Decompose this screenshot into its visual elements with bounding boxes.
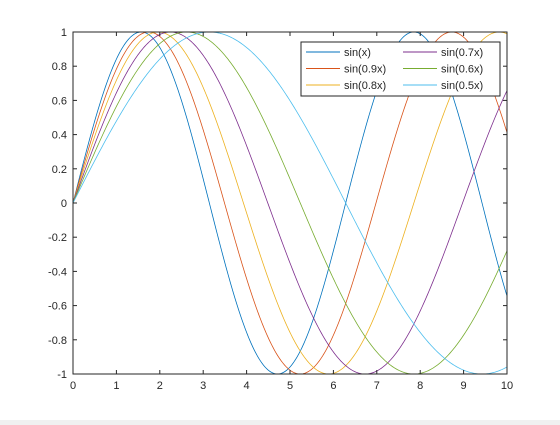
series-line-3 bbox=[72, 31, 508, 375]
y-axis-ticks: -1 -0.8 -0.6 -0.4 -0.2 0 0.2 0.4 0.6 0.8 1 bbox=[48, 27, 507, 381]
x-tick-label: 2 bbox=[157, 380, 163, 392]
y-tick-label: 0.4 bbox=[52, 130, 67, 142]
y-tick-label: 0.6 bbox=[52, 95, 67, 107]
legend-label-4: sin(0.6x) bbox=[441, 64, 483, 76]
x-tick-label: 6 bbox=[330, 380, 336, 392]
x-axis-ticks: 0 1 2 3 4 5 6 7 8 9 10 bbox=[70, 32, 513, 392]
y-tick-label: -0.8 bbox=[48, 335, 67, 347]
x-tick-label: 5 bbox=[287, 380, 293, 392]
x-tick-label: 9 bbox=[461, 380, 467, 392]
x-tick-label: 1 bbox=[113, 380, 119, 392]
x-tick-label: 8 bbox=[417, 380, 423, 392]
x-tick-label: 7 bbox=[374, 380, 380, 392]
x-tick-label: 10 bbox=[501, 380, 513, 392]
legend[interactable]: sin(x) sin(0.9x) sin(0.8x) sin(0.7x) sin(0.6… bbox=[300, 41, 501, 97]
y-tick-label: 1 bbox=[61, 27, 67, 39]
y-tick-label: -0.6 bbox=[48, 301, 67, 313]
y-tick-label: 0.8 bbox=[52, 61, 67, 73]
x-tick-label: 4 bbox=[244, 380, 250, 392]
legend-label-3: sin(0.7x) bbox=[441, 47, 483, 59]
x-tick-label: 3 bbox=[200, 380, 206, 392]
x-tick-label: 0 bbox=[70, 380, 76, 392]
series-line-4 bbox=[72, 31, 508, 375]
series-line-2 bbox=[72, 31, 508, 375]
legend-label-0: sin(x) bbox=[344, 47, 371, 59]
y-tick-label: 0.2 bbox=[52, 164, 67, 176]
y-tick-label: 0 bbox=[61, 198, 67, 210]
legend-label-1: sin(0.9x) bbox=[344, 64, 386, 76]
y-tick-label: -0.4 bbox=[48, 266, 67, 278]
series-line-5 bbox=[72, 31, 508, 375]
legend-label-5: sin(0.5x) bbox=[441, 80, 483, 92]
y-tick-label: -1 bbox=[57, 369, 67, 381]
legend-label-2: sin(0.8x) bbox=[344, 80, 386, 92]
y-tick-label: -0.2 bbox=[48, 232, 67, 244]
